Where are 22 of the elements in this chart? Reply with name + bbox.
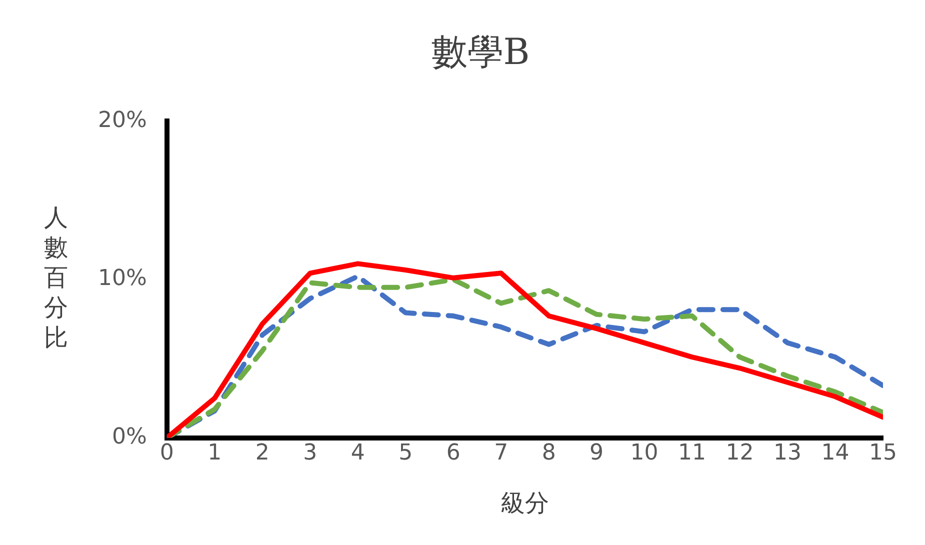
y-tick-label: 20% — [98, 108, 147, 133]
x-tick-label: 15 — [869, 440, 897, 466]
x-tick-label: 0 — [160, 440, 174, 466]
x-tick-label: 13 — [774, 440, 802, 466]
x-tick-label: 5 — [398, 440, 413, 466]
x-tick-label: 8 — [542, 440, 556, 466]
x-tick-label: 9 — [590, 440, 604, 466]
x-tick-label: 3 — [303, 440, 318, 466]
x-tick-label: 10 — [630, 440, 658, 466]
y-tick-label: 0% — [112, 424, 147, 450]
x-tick-label: 12 — [726, 440, 754, 466]
x-tick-label: 7 — [494, 440, 508, 466]
x-tick-label: 14 — [821, 440, 850, 466]
y-axis-title: 人數百分比 — [44, 204, 68, 352]
chart-title: 數學B — [431, 32, 530, 73]
x-tick-label: 6 — [446, 440, 460, 466]
x-tick-label: 2 — [255, 440, 270, 466]
x-tick-label: 4 — [350, 440, 365, 466]
x-axis-title: 級分 — [500, 488, 549, 517]
x-tick-label: 1 — [208, 440, 222, 466]
y-tick-label: 10% — [98, 266, 147, 292]
x-tick-label: 11 — [678, 440, 706, 466]
